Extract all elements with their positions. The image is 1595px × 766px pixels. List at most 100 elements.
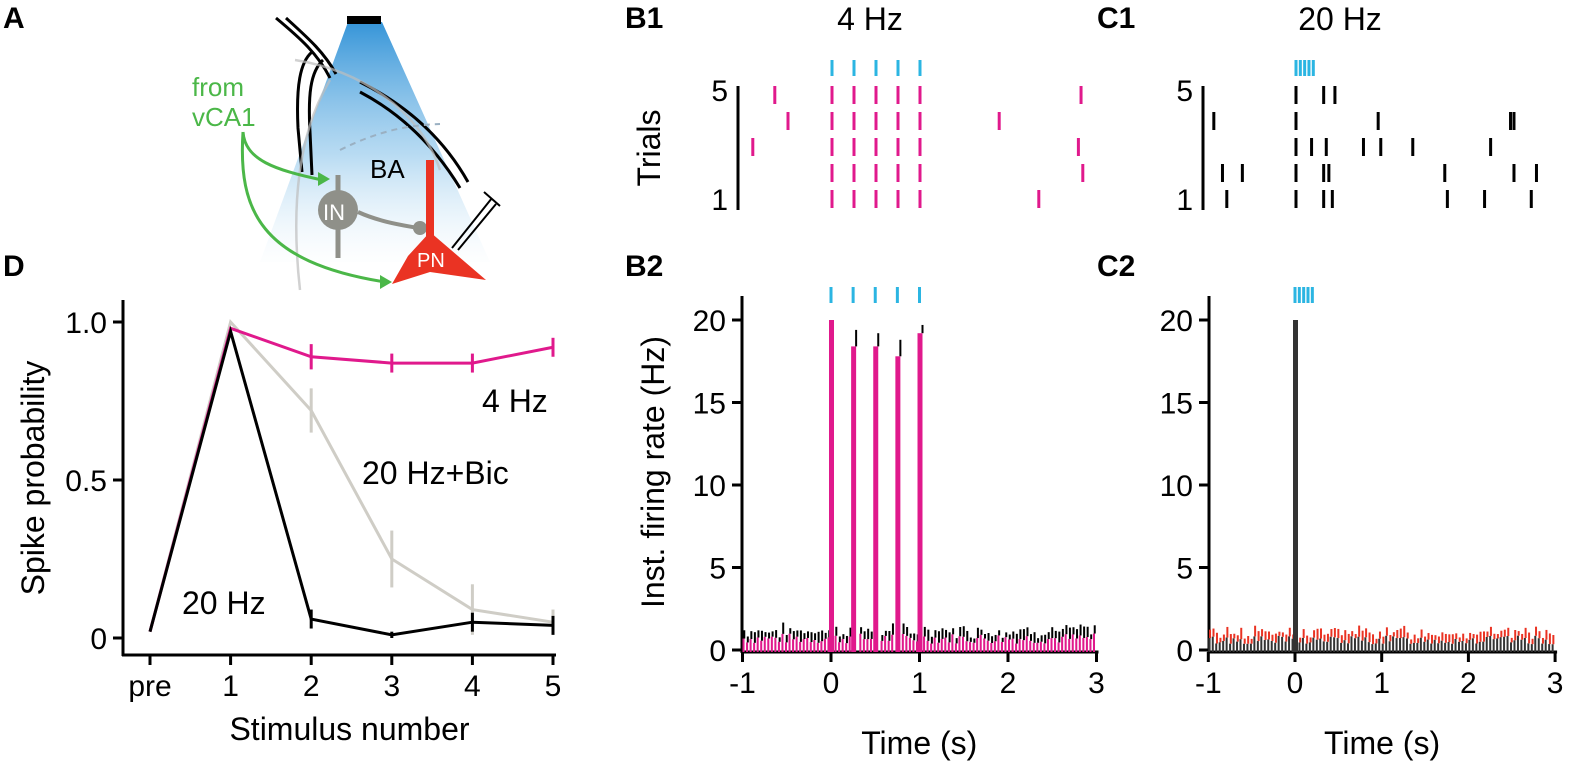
C2-histogram-bin xyxy=(1360,640,1363,652)
C2-histogram-bin xyxy=(1274,642,1277,652)
C2-histogram-bin xyxy=(1239,639,1242,652)
B2-x-axis-label: Time (s) xyxy=(861,725,977,761)
B2-histogram-bin xyxy=(848,636,851,652)
B2-histogram-bin xyxy=(781,633,784,652)
C2-histogram-bin xyxy=(1416,642,1419,652)
B2-histogram-bin xyxy=(972,642,975,652)
d-y-tick-label: 0 xyxy=(90,623,107,656)
C2-histogram-bin xyxy=(1298,642,1301,652)
chart-raster-20hz: 5 1 20 Hz xyxy=(1176,1,1538,217)
C2-histogram-bin xyxy=(1551,644,1554,652)
C2-histogram-bin xyxy=(1281,636,1284,652)
B2-histogram-bin xyxy=(774,637,777,652)
B2-histogram-bin xyxy=(816,642,819,652)
C2-x-tick-label: 2 xyxy=(1460,667,1477,700)
d-y-tick-label: 1.0 xyxy=(65,307,107,340)
B2-histogram-bin xyxy=(784,642,788,652)
B1-y-axis-label: Trials xyxy=(631,109,667,186)
B2-histogram-bin xyxy=(841,638,844,652)
C2-histogram-bin xyxy=(1277,635,1280,652)
B2-histogram-bin xyxy=(979,634,982,652)
B2-histogram-bin xyxy=(951,634,954,652)
B2-histogram-bin xyxy=(813,639,816,652)
B2-peak-bar xyxy=(829,320,834,652)
pn-soma xyxy=(392,232,486,284)
C2-histogram-bin xyxy=(1267,639,1270,652)
B2-histogram-bin xyxy=(983,638,986,652)
C2-histogram-bin xyxy=(1437,643,1440,652)
C2-y-tick-label: 20 xyxy=(1160,305,1193,338)
panel-label-a: A xyxy=(3,2,25,35)
C2-histogram-bin xyxy=(1405,638,1408,652)
B2-histogram-bin xyxy=(823,638,826,652)
d-x-axis-label: Stimulus number xyxy=(229,711,469,747)
light-source xyxy=(347,16,381,24)
B2-histogram-bin xyxy=(1008,639,1011,652)
B2-histogram-bin xyxy=(926,640,929,652)
C2-histogram-bin xyxy=(1326,641,1329,652)
C2-histogram-bin xyxy=(1388,641,1391,652)
in-soma xyxy=(318,190,358,230)
B2-histogram-bin xyxy=(1029,640,1032,652)
C2-histogram-bin xyxy=(1305,643,1308,652)
B2-histogram-bin xyxy=(1039,641,1042,652)
C2-histogram-bin xyxy=(1485,636,1488,652)
B2-histogram-bin xyxy=(866,639,869,652)
B2-histogram-bin xyxy=(763,636,766,652)
B2-histogram-bin xyxy=(961,636,965,652)
C2-x-tick-label: 1 xyxy=(1373,667,1390,700)
B2-histogram-bin xyxy=(802,639,805,652)
B2-x-tick-label: 3 xyxy=(1088,667,1105,700)
B2-histogram-bin xyxy=(1043,643,1046,652)
C2-histogram-bin xyxy=(1492,639,1495,652)
C2-histogram-bin xyxy=(1312,637,1315,652)
C2-histogram-bin xyxy=(1468,639,1471,652)
B2-y-axis-label: Inst. firing rate (Hz) xyxy=(635,336,671,608)
B2-histogram-bin xyxy=(753,642,756,652)
d-x-tick-label: 2 xyxy=(303,670,320,703)
ba-label: BA xyxy=(370,154,405,184)
C2-histogram-bin xyxy=(1336,638,1339,652)
B2-histogram-bin xyxy=(930,643,933,652)
B2-histogram-bin xyxy=(777,641,780,652)
B1-title: 4 Hz xyxy=(837,1,903,37)
B2-histogram-bin xyxy=(792,639,795,652)
C2-histogram-bin xyxy=(1423,641,1426,652)
C2-histogram-bin xyxy=(1249,643,1252,652)
B1-y-tick-label: 1 xyxy=(711,184,728,217)
d-x-tick-label: 4 xyxy=(464,670,481,703)
C2-histogram-bin xyxy=(1256,641,1259,652)
C2-histogram-bin xyxy=(1329,636,1332,652)
C2-histogram-bin xyxy=(1489,635,1492,652)
B2-histogram-bin xyxy=(993,641,996,652)
C2-histogram-bin xyxy=(1378,638,1381,652)
B2-histogram-bin xyxy=(965,641,968,652)
C2-histogram-bin xyxy=(1347,643,1350,652)
B2-histogram-bin xyxy=(969,641,972,652)
C2-histogram-bin xyxy=(1537,638,1540,652)
B1-y-tick-label: 5 xyxy=(711,75,728,108)
B2-histogram-bin xyxy=(827,637,830,652)
C2-histogram-bin xyxy=(1475,643,1478,652)
C2-histogram-bin xyxy=(1343,640,1346,652)
B2-histogram-bin xyxy=(869,638,872,652)
B2-histogram-bin xyxy=(923,636,926,652)
B2-histogram-bin xyxy=(976,638,979,652)
C2-x-tick-label: 3 xyxy=(1547,667,1564,700)
C2-histogram-bin xyxy=(1260,636,1263,652)
C2-histogram-bin xyxy=(1482,641,1485,652)
C2-histogram-bin xyxy=(1222,640,1225,652)
panel-label-b1: B1 xyxy=(625,2,663,35)
C2-histogram-bin xyxy=(1301,637,1304,652)
light-cone xyxy=(260,22,490,262)
C2-histogram-bin xyxy=(1208,638,1211,652)
C2-y-tick-label: 5 xyxy=(1176,553,1193,586)
C2-histogram-bin xyxy=(1426,639,1429,652)
C2-histogram-bin xyxy=(1211,636,1214,652)
dashed-boundary xyxy=(339,123,441,151)
d-legend-20hz: 20 Hz xyxy=(182,585,266,621)
B2-x-tick-label: 1 xyxy=(911,667,928,700)
B2-peak-bar xyxy=(873,346,879,652)
B2-y-tick-label: 20 xyxy=(693,305,726,338)
